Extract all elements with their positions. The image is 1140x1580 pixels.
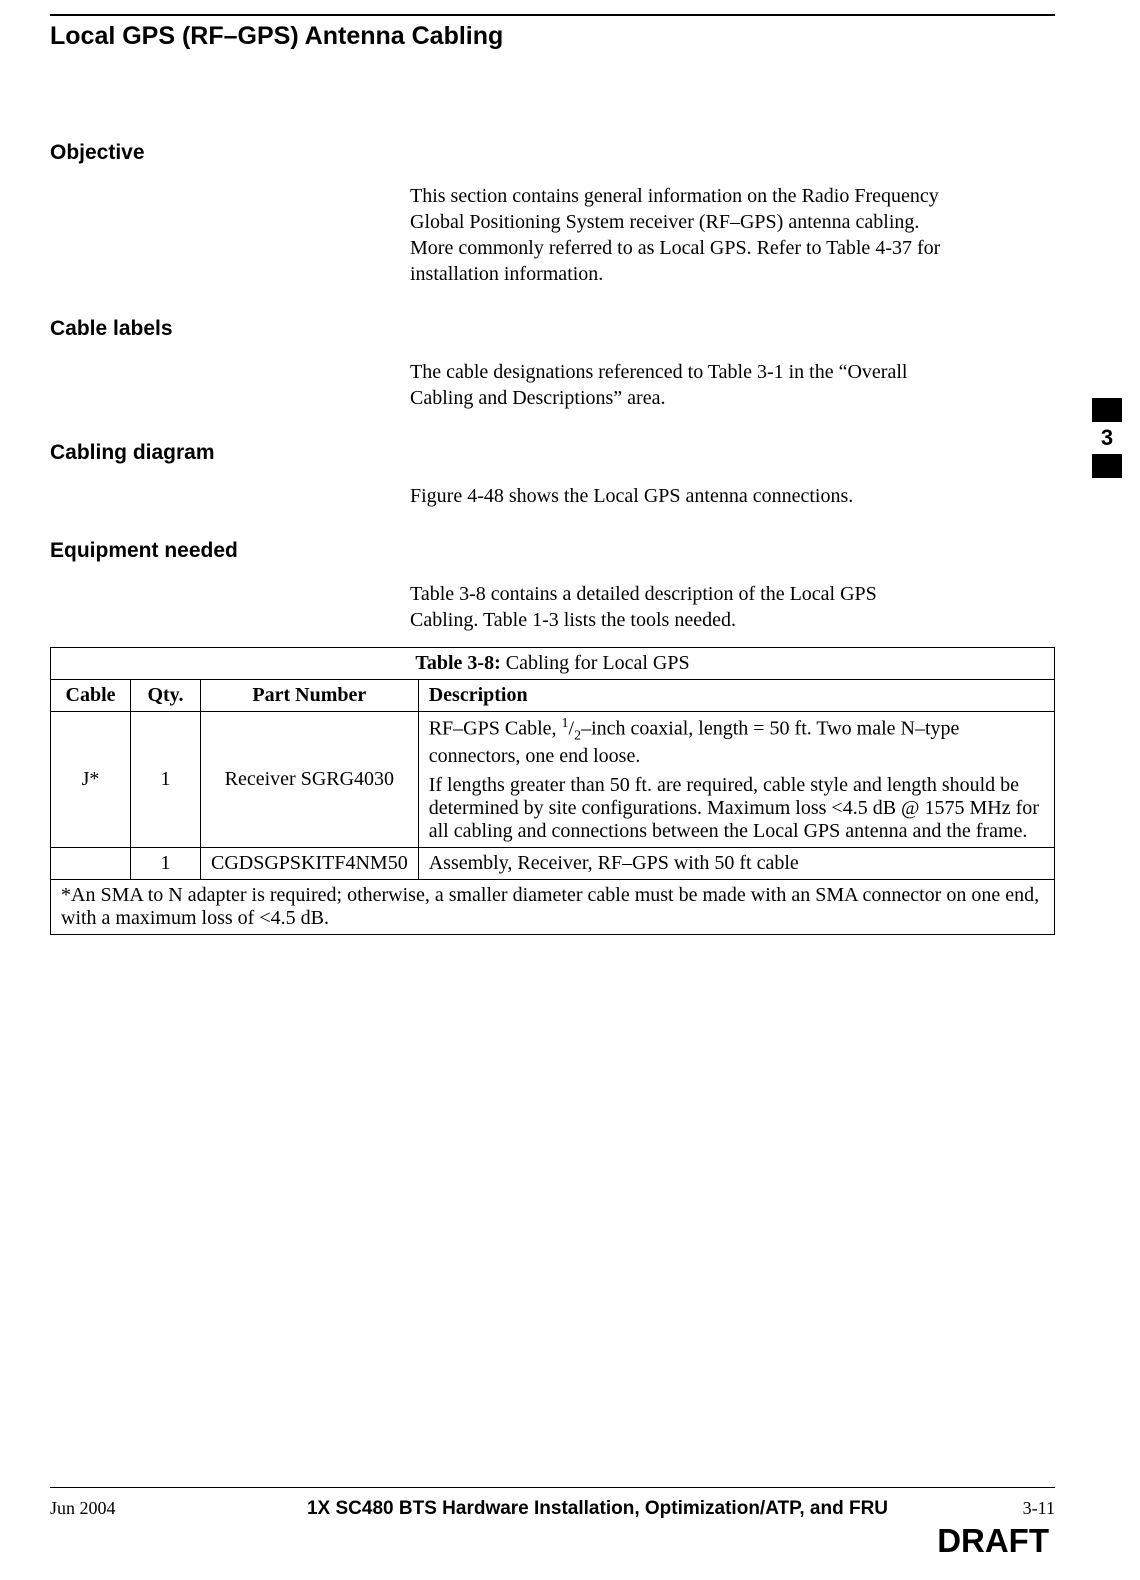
page-title: Local GPS (RF–GPS) Antenna Cabling (50, 22, 1090, 51)
top-rule (50, 14, 1055, 16)
heading-equipment: Equipment needed (50, 539, 1055, 563)
th-qty: Qty. (131, 680, 201, 712)
table-row: J* 1 Receiver SGRG4030 RF–GPS Cable, 1/2… (51, 712, 1055, 848)
footer: Jun 2004 1X SC480 BTS Hardware Installat… (50, 1487, 1055, 1560)
cell-part: Receiver SGRG4030 (201, 712, 419, 848)
page: Local GPS (RF–GPS) Antenna Cabling 3 Obj… (0, 14, 1140, 1580)
body-cabling-diagram: Figure 4-48 shows the Local GPS antenna … (410, 483, 950, 509)
th-part: Part Number (201, 680, 419, 712)
body-objective: This section contains general informatio… (410, 183, 950, 287)
heading-objective: Objective (50, 141, 1055, 165)
heading-cable-labels: Cable labels (50, 317, 1055, 341)
th-desc: Description (418, 680, 1054, 712)
table-footnote: *An SMA to N adapter is required; otherw… (51, 879, 1055, 934)
tab-bar-top (1092, 398, 1122, 422)
tab-bar-bottom (1092, 454, 1122, 478)
text-objective: This section contains general informatio… (410, 183, 950, 287)
table-title-row: Table 3-8: Cabling for Local GPS (51, 648, 1055, 680)
body-cable-labels: The cable designations referenced to Tab… (410, 359, 950, 411)
cell-desc: RF–GPS Cable, 1/2–inch coaxial, length =… (418, 712, 1054, 848)
cell-qty: 1 (131, 712, 201, 848)
heading-cabling-diagram: Cabling diagram (50, 441, 1055, 465)
table-caption-prefix: Table 3-8: (415, 652, 500, 674)
content: Objective This section contains general … (50, 141, 1055, 935)
desc-p2: If lengths greater than 50 ft. are requi… (429, 774, 1044, 843)
footer-rule (50, 1487, 1055, 1488)
tab-chapter-number: 3 (1092, 422, 1122, 454)
desc-p1-a: RF–GPS Cable, (429, 718, 562, 740)
cell-cable (51, 847, 131, 879)
footer-draft: DRAFT (50, 1522, 1055, 1560)
chapter-tab: 3 (1092, 398, 1122, 478)
table-caption-cell: Table 3-8: Cabling for Local GPS (51, 648, 1055, 680)
cell-part: CGDSGPSKITF4NM50 (201, 847, 419, 879)
footer-date: Jun 2004 (50, 1498, 220, 1519)
th-cable: Cable (51, 680, 131, 712)
table-caption-rest: Cabling for Local GPS (501, 652, 690, 674)
text-equipment: Table 3-8 contains a detailed descriptio… (410, 581, 950, 633)
frac-numerator: 1 (562, 716, 569, 731)
desc-p1: RF–GPS Cable, 1/2–inch coaxial, length =… (429, 716, 1044, 768)
footer-row: Jun 2004 1X SC480 BTS Hardware Installat… (50, 1498, 1055, 1520)
text-cabling-diagram: Figure 4-48 shows the Local GPS antenna … (410, 483, 950, 509)
cell-desc: Assembly, Receiver, RF–GPS with 50 ft ca… (418, 847, 1054, 879)
table-header-row: Cable Qty. Part Number Description (51, 680, 1055, 712)
cell-qty: 1 (131, 847, 201, 879)
text-cable-labels: The cable designations referenced to Tab… (410, 359, 950, 411)
footer-page: 3-11 (975, 1498, 1055, 1519)
table-footnote-row: *An SMA to N adapter is required; otherw… (51, 879, 1055, 934)
table-row: 1 CGDSGPSKITF4NM50 Assembly, Receiver, R… (51, 847, 1055, 879)
footer-title: 1X SC480 BTS Hardware Installation, Opti… (220, 1498, 975, 1520)
body-equipment: Table 3-8 contains a detailed descriptio… (410, 581, 950, 633)
table-cabling: Table 3-8: Cabling for Local GPS Cable Q… (50, 647, 1055, 935)
cell-cable: J* (51, 712, 131, 848)
